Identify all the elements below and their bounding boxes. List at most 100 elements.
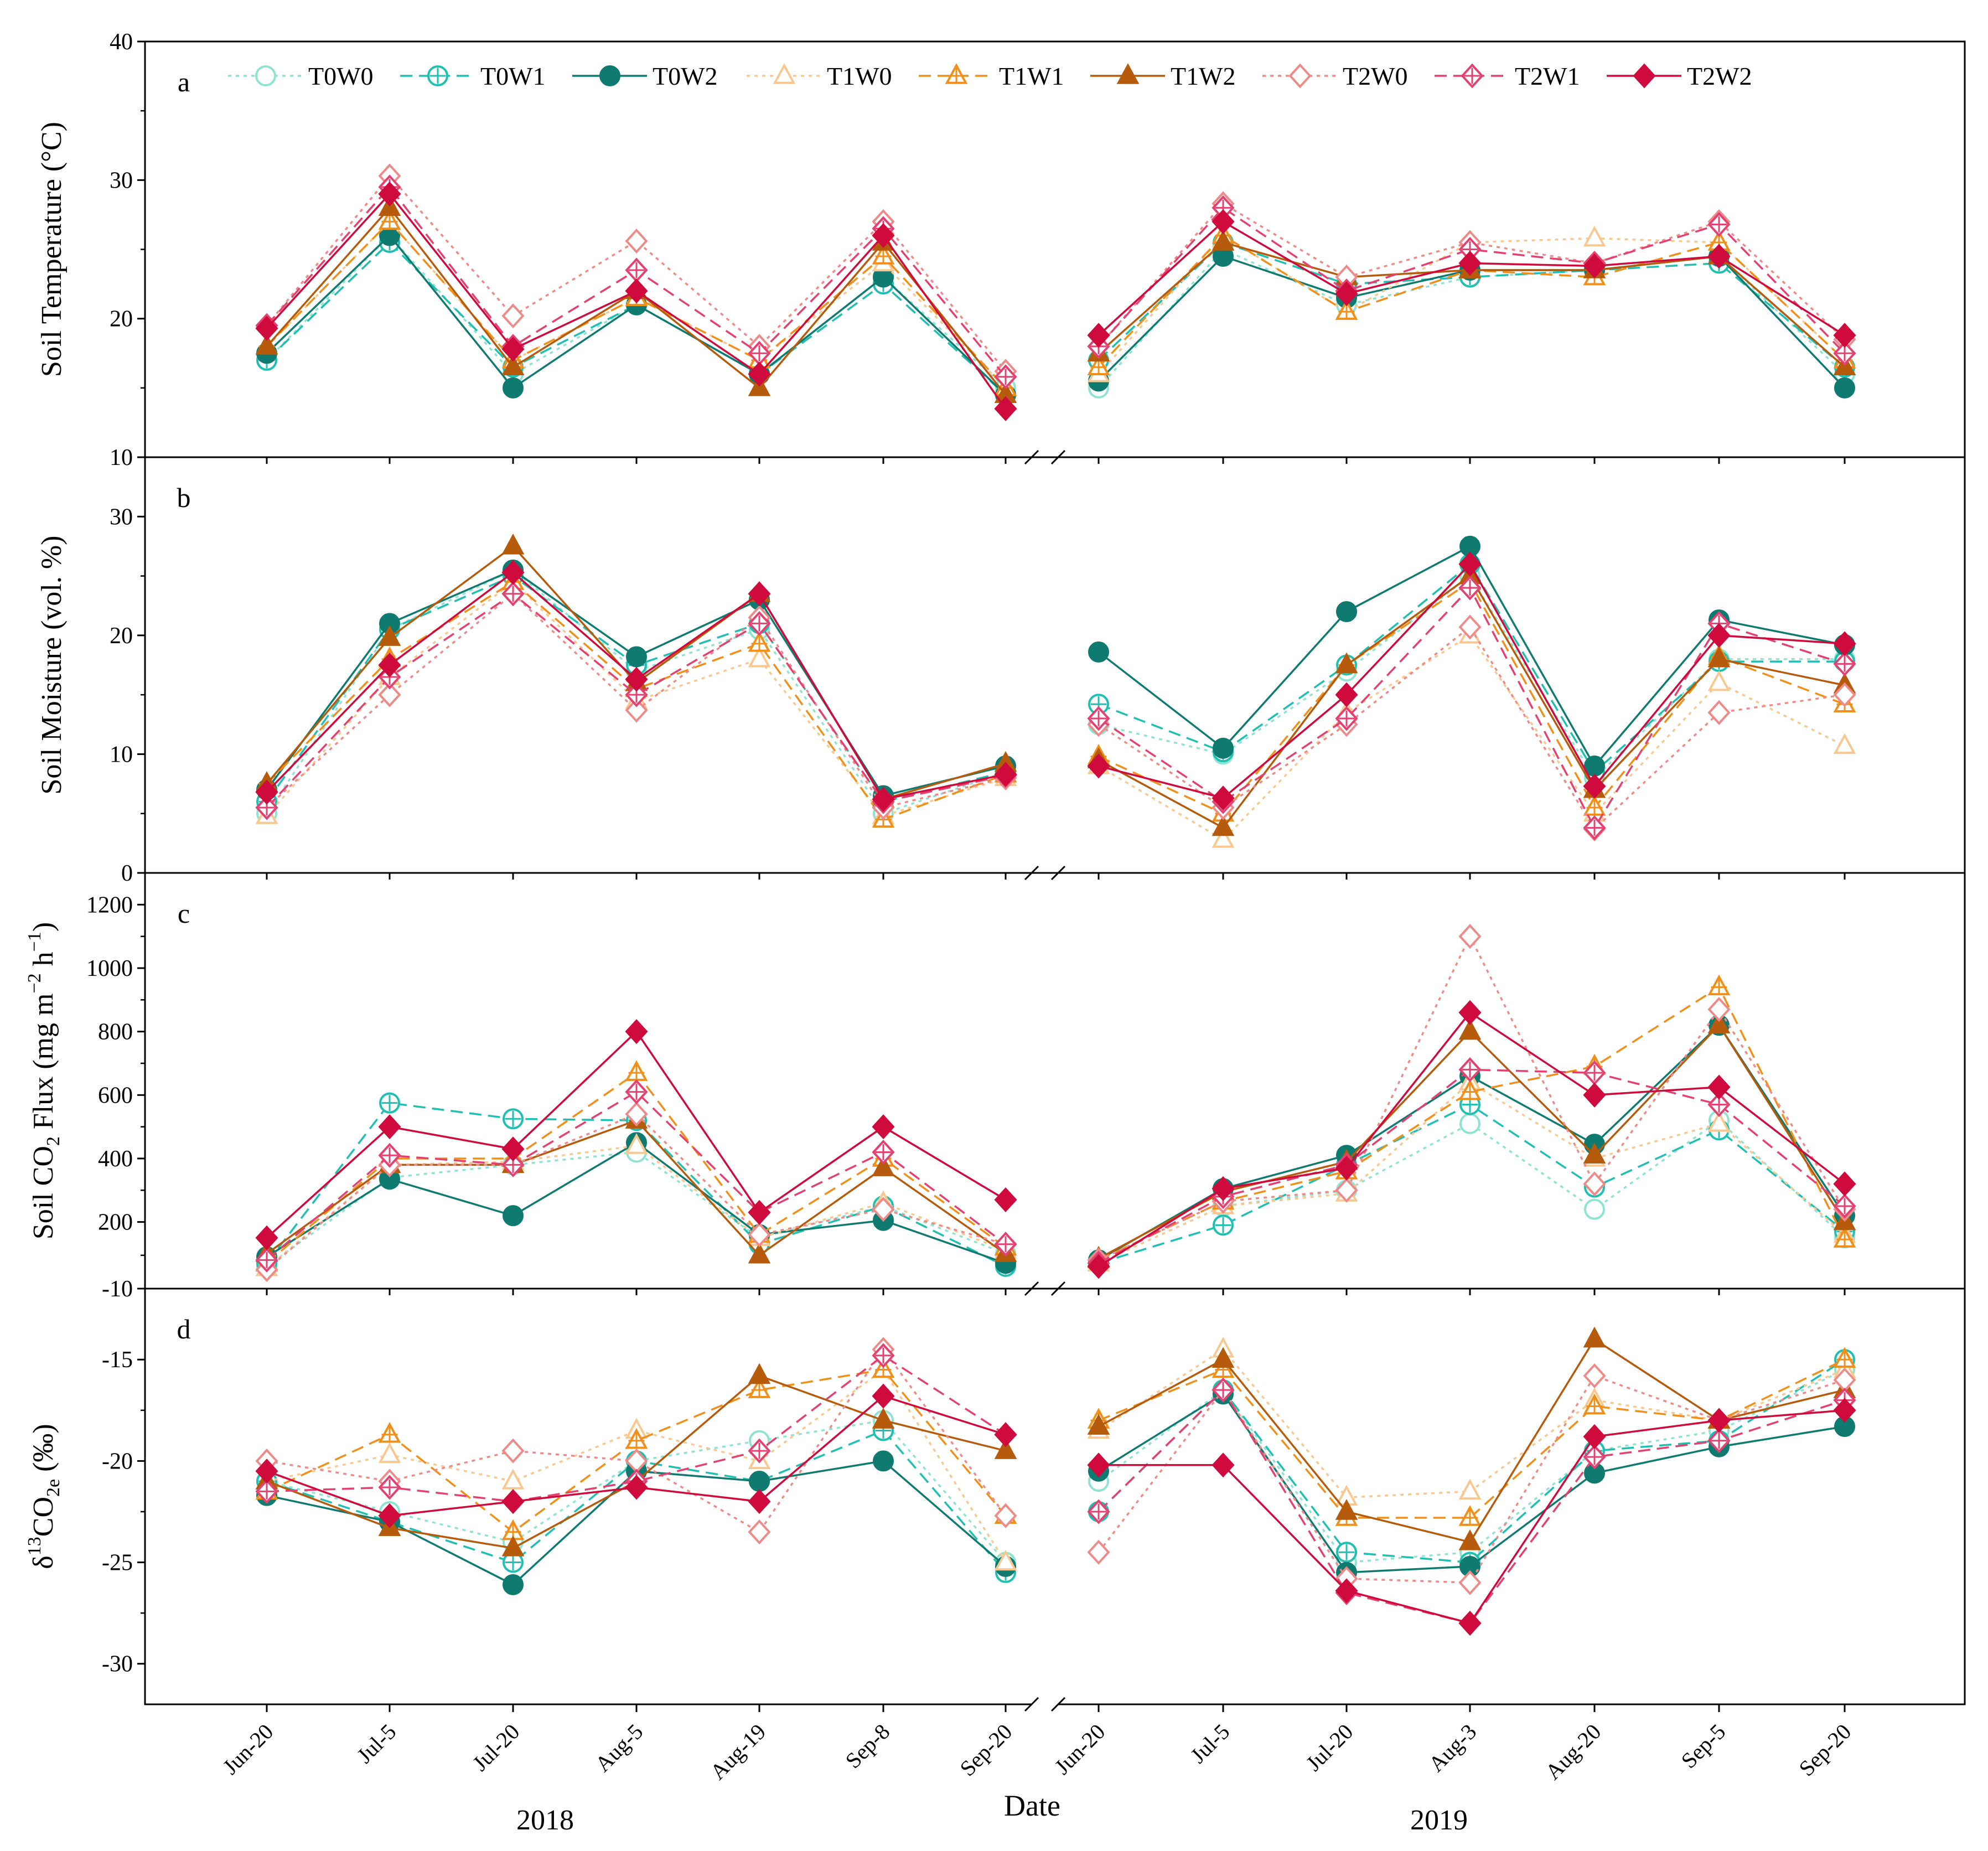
x-tick-label: Sep-5: [1676, 1719, 1731, 1774]
data-point: [501, 337, 525, 362]
series-T2W2: [255, 1383, 1856, 1636]
legend: T0W0 T0W1 T0W2 T1W0 T1W1 T1W2 T2W0 T2W1 T2W2: [228, 62, 1752, 90]
data-point: [625, 1060, 648, 1081]
data-point: [994, 1438, 1017, 1459]
data-point: [1087, 354, 1110, 376]
data-point: [994, 1503, 1017, 1528]
series-line: [266, 1145, 1006, 1269]
y-tick-label: 200: [98, 1210, 133, 1235]
data-point: [1458, 1478, 1482, 1500]
y-tick-label: 800: [98, 1020, 133, 1045]
panel-frame: [144, 1288, 1966, 1705]
data-point: [1458, 1057, 1482, 1082]
data-point: [872, 787, 895, 812]
x-tick-label: Sep-20: [1794, 1719, 1856, 1781]
data-point: [1335, 281, 1358, 307]
series-T0W2: [256, 1383, 1855, 1595]
data-point: [1088, 641, 1109, 663]
panel-letter: c: [178, 898, 190, 929]
data-point: [378, 1114, 401, 1140]
y-tick-label: 400: [98, 1146, 133, 1172]
data-point: [503, 1205, 524, 1227]
data-point: [1583, 795, 1606, 816]
series-T0W0: [256, 559, 1855, 824]
data-point: [1583, 1142, 1606, 1164]
series-T1W1: [255, 569, 1856, 828]
legend-marker: [427, 65, 448, 86]
data-point: [1707, 623, 1731, 648]
data-point: [501, 534, 525, 555]
data-point: [748, 1489, 771, 1514]
data-point: [255, 1225, 278, 1250]
data-point: [1584, 1198, 1605, 1220]
data-point: [1088, 694, 1109, 715]
series-line: [1098, 562, 1845, 799]
y-tick-label: -30: [102, 1652, 133, 1677]
panel-b: 0 10 20 30 Soil Moisture (vol. %) b: [36, 456, 1966, 886]
series-T1W2: [255, 195, 1856, 404]
data-point: [625, 1102, 648, 1127]
data-point: [1707, 1110, 1731, 1132]
series-T2W1: [255, 1343, 1856, 1636]
data-point: [378, 1442, 401, 1464]
data-point: [1583, 1060, 1606, 1085]
data-point: [748, 581, 771, 607]
data-point: [1833, 651, 1856, 676]
legend-marker: [1116, 63, 1140, 84]
data-point: [378, 1503, 401, 1528]
data-point: [501, 354, 525, 376]
data-point: [625, 697, 648, 723]
series-T0W1: [256, 1349, 1855, 1583]
y-tick-label: 20: [110, 307, 133, 332]
series-T2W2: [255, 551, 1856, 812]
data-point: [1707, 1012, 1731, 1033]
data-point: [1212, 1176, 1235, 1201]
data-point: [1212, 815, 1235, 836]
data-point: [1336, 1542, 1357, 1563]
data-point: [1583, 1326, 1606, 1348]
data-point: [748, 611, 771, 636]
data-point: [501, 1469, 525, 1490]
data-point: [625, 278, 648, 304]
data-point: [1335, 1155, 1358, 1181]
data-point: [1458, 551, 1482, 577]
y-tick-label: 20: [110, 623, 133, 649]
data-point: [501, 1535, 525, 1557]
legend-item-T0W1: T0W1: [400, 62, 546, 90]
data-point: [378, 625, 401, 646]
data-point: [1458, 1529, 1482, 1550]
data-point: [1087, 753, 1110, 779]
legend-item-T2W1: T2W1: [1435, 62, 1580, 90]
data-point: [1335, 652, 1358, 674]
legend-marker: [1633, 63, 1656, 89]
data-point: [1834, 377, 1855, 399]
axis-break-mark: [1050, 1697, 1066, 1712]
y-tick-label: 40: [110, 29, 133, 55]
legend-item-T1W1: T1W1: [919, 62, 1064, 90]
data-point: [1335, 1499, 1358, 1520]
data-point: [503, 377, 524, 399]
year-label-2018: 2018: [516, 1805, 574, 1836]
data-point: [626, 646, 647, 668]
data-point: [872, 1139, 895, 1165]
x-axis-label: Date: [1004, 1789, 1060, 1822]
data-point: [872, 1383, 895, 1409]
data-point: [1336, 601, 1357, 622]
data-point: [501, 560, 525, 585]
data-point: [1458, 1610, 1482, 1636]
data-point: [1213, 737, 1234, 759]
data-point: [748, 1519, 771, 1545]
data-point: [625, 1133, 648, 1154]
x-tick-label: Jul-5: [1185, 1719, 1234, 1768]
year-label-2019: 2019: [1410, 1805, 1468, 1836]
panel-letter: b: [177, 482, 191, 513]
series-T1W2: [255, 534, 1856, 836]
data-point: [1707, 1074, 1731, 1100]
x-tick-label: Jul-5: [352, 1719, 401, 1768]
data-point: [994, 1187, 1017, 1212]
data-point: [994, 1549, 1017, 1571]
panel-letter: d: [177, 1314, 191, 1345]
data-point: [1213, 1214, 1234, 1236]
data-point: [1707, 1428, 1731, 1454]
series-line: [1098, 1119, 1846, 1264]
